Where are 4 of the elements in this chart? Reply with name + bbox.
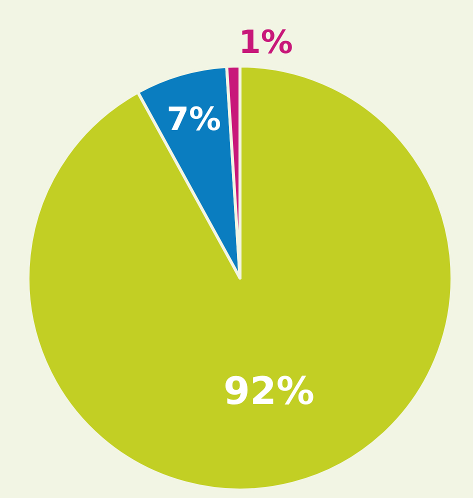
data-label: 92% [224, 368, 314, 413]
data-label: 7% [166, 100, 222, 138]
data-label: 1% [238, 23, 293, 62]
pie-slice [26, 64, 454, 492]
